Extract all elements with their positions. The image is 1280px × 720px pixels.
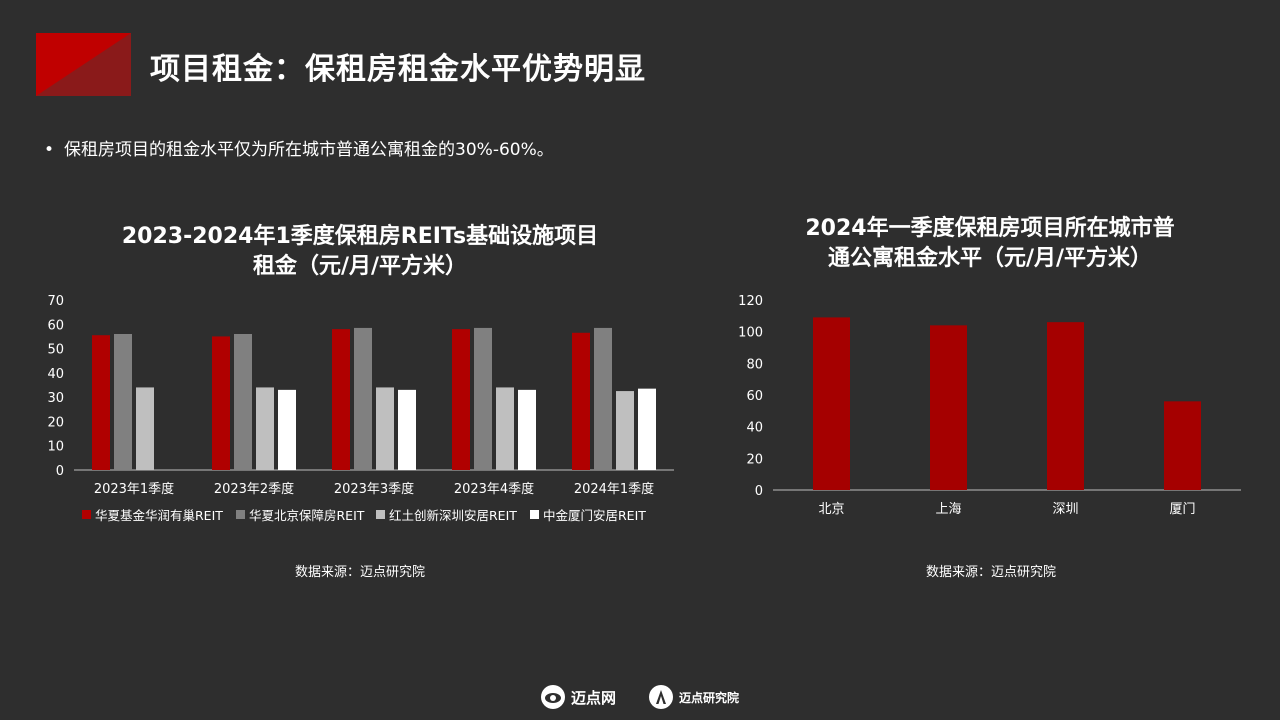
bar [474, 327, 492, 470]
y-tick-label: 50 [47, 343, 64, 358]
bullet-dot: • [44, 140, 55, 160]
y-tick-label: 20 [47, 415, 64, 430]
x-tick-label: 2023年4季度 [454, 481, 534, 497]
bar [398, 389, 416, 470]
y-tick-label: 40 [746, 421, 763, 436]
left-chart-title-line-2: 租金（元/月/平方米） [252, 254, 468, 279]
bar [354, 327, 372, 470]
header-logo-block [36, 33, 131, 96]
footer-brand-b-label: 迈点研究院 [679, 690, 740, 705]
y-tick-label: 100 [738, 326, 763, 341]
bar [376, 387, 394, 470]
x-tick-label: 上海 [935, 502, 961, 517]
legend-swatch [82, 510, 91, 519]
y-tick-label: 10 [47, 440, 64, 455]
y-tick-label: 20 [746, 452, 763, 467]
bar [594, 327, 612, 470]
left-chart-title-line-1: 2023-2024年1季度保租房REITs基础设施项目 [121, 224, 599, 249]
bullet-text: • 保租房项目的租金水平仅为所在城市普通公寓租金的30%-60%。 [44, 135, 554, 160]
footer-brand-a-label: 迈点网 [571, 688, 617, 707]
x-tick-label: 北京 [818, 502, 844, 517]
bar [638, 388, 656, 470]
y-tick-label: 40 [47, 367, 64, 382]
y-tick-label: 70 [47, 294, 64, 309]
x-tick-label: 厦门 [1169, 502, 1195, 517]
legend-swatch [376, 510, 385, 519]
bar [572, 332, 590, 470]
right-chart-title: 2024年一季度保租房项目所在城市普 通公寓租金水平（元/月/平方米） [760, 214, 1220, 274]
bar [452, 329, 470, 470]
bar [278, 389, 296, 470]
bar [1047, 322, 1084, 490]
x-tick-label: 2023年2季度 [214, 481, 294, 497]
x-tick-label: 深圳 [1052, 502, 1078, 517]
bar [332, 329, 350, 470]
bar [234, 334, 252, 470]
bar [256, 387, 274, 470]
y-tick-label: 80 [746, 357, 763, 372]
y-tick-label: 120 [738, 294, 763, 309]
left-chart-title: 2023-2024年1季度保租房REITs基础设施项目 租金（元/月/平方米） [60, 222, 660, 282]
bar [114, 334, 132, 470]
legend-label: 中金厦门安居REIT [543, 508, 646, 523]
bar [1164, 401, 1201, 490]
right-chart-source: 数据来源：迈点研究院 [926, 565, 1057, 580]
bar [930, 325, 967, 490]
legend-label: 红土创新深圳安居REIT [389, 508, 517, 523]
right-chart-title-line-2: 通公寓租金水平（元/月/平方米） [827, 246, 1153, 271]
legend-swatch [236, 510, 245, 519]
footer-brand-b: 迈点研究院 [648, 683, 739, 711]
legend-label: 华夏北京保障房REIT [249, 508, 365, 523]
y-tick-label: 30 [47, 391, 64, 406]
y-tick-label: 0 [56, 464, 64, 479]
bar [136, 387, 154, 470]
bullet-content: 保租房项目的租金水平仅为所在城市普通公寓租金的30%-60%。 [64, 140, 554, 160]
legend-label: 华夏基金华润有巢REIT [95, 508, 223, 523]
footer-brand-a: 迈点网 [540, 683, 616, 711]
x-tick-label: 2024年1季度 [574, 481, 654, 497]
bar [92, 335, 110, 470]
y-tick-label: 60 [746, 389, 763, 404]
right-chart-title-line-1: 2024年一季度保租房项目所在城市普 [805, 216, 1175, 241]
x-tick-label: 2023年3季度 [334, 481, 414, 497]
bar [616, 391, 634, 470]
y-tick-label: 0 [755, 484, 763, 499]
bar [518, 389, 536, 470]
bar [212, 336, 230, 470]
a-logo-icon [649, 685, 673, 709]
bar [813, 317, 850, 490]
legend-swatch [530, 510, 539, 519]
eye-logo-icon [541, 685, 565, 709]
bar [496, 387, 514, 470]
page-title: 项目租金：保租房租金水平优势明显 [150, 52, 646, 87]
y-tick-label: 60 [47, 318, 64, 333]
left-chart-source: 数据来源：迈点研究院 [295, 565, 426, 580]
x-tick-label: 2023年1季度 [94, 481, 174, 497]
